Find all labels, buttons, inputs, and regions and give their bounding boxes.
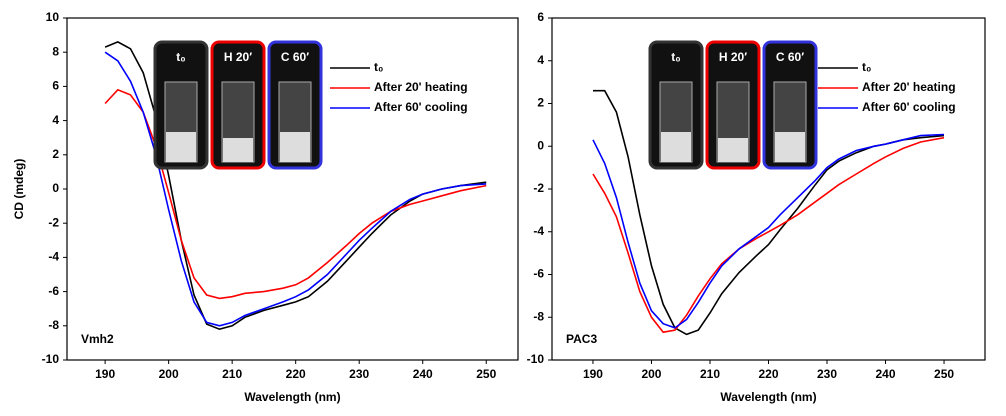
y-tick-label: -10 [527, 352, 545, 366]
vial-content [775, 132, 805, 162]
y-tick-label: 0 [537, 138, 544, 152]
vial-content [718, 138, 748, 162]
y-tick-label: -2 [533, 181, 544, 195]
inset-label: C 60′ [281, 50, 309, 64]
x-tick-label: 200 [641, 367, 661, 381]
x-tick-label: 190 [95, 367, 115, 381]
y-tick-label: 4 [52, 113, 59, 127]
y-tick-label: 2 [537, 96, 544, 110]
y-tick-label: -8 [533, 309, 544, 323]
y-axis-label: CD (mdeg) [12, 159, 26, 220]
inset-label: H 20′ [719, 50, 747, 64]
y-tick-label: 2 [52, 147, 59, 161]
y-tick-label: 10 [46, 10, 60, 24]
y-tick-label: 4 [537, 53, 544, 67]
data-line [592, 136, 945, 334]
y-tick-label: -2 [48, 215, 59, 229]
x-tick-label: 220 [758, 367, 778, 381]
vial-content [166, 132, 196, 162]
vial-content [661, 132, 691, 162]
y-tick-label: -10 [42, 352, 60, 366]
panel-label: PAC3 [566, 332, 597, 346]
y-tick-label: -8 [48, 318, 59, 332]
x-tick-label: 240 [876, 367, 896, 381]
legend-label: After 20' heating [862, 80, 956, 94]
y-tick-label: 6 [537, 10, 544, 24]
y-tick-label: 8 [52, 44, 59, 58]
inset-label: t₀ [176, 50, 185, 64]
x-tick-label: 190 [583, 367, 603, 381]
y-tick-label: -6 [533, 267, 544, 281]
vial-content [280, 132, 310, 162]
x-tick-label: 250 [934, 367, 954, 381]
inset-label: t₀ [671, 50, 680, 64]
x-tick-label: 230 [817, 367, 837, 381]
legend-label: t₀ [862, 60, 871, 74]
legend-label: After 20' heating [374, 80, 468, 94]
x-axis-label: Wavelength (nm) [720, 390, 816, 404]
y-tick-label: -4 [533, 224, 544, 238]
legend-label: t₀ [374, 60, 383, 74]
x-tick-label: 220 [286, 367, 306, 381]
x-tick-label: 200 [159, 367, 179, 381]
inset-label: C 60′ [776, 50, 804, 64]
x-tick-label: 250 [476, 367, 496, 381]
y-tick-label: 0 [52, 181, 59, 195]
legend-label: After 60' cooling [862, 100, 956, 114]
x-axis-label: Wavelength (nm) [244, 390, 340, 404]
x-tick-label: 210 [222, 367, 242, 381]
panel-label: Vmh2 [81, 332, 114, 346]
inset-label: H 20′ [224, 50, 252, 64]
x-tick-label: 210 [700, 367, 720, 381]
legend-label: After 60' cooling [374, 100, 468, 114]
data-line [592, 133, 945, 329]
y-tick-label: -4 [48, 250, 59, 264]
x-tick-label: 240 [413, 367, 433, 381]
y-tick-label: 6 [52, 79, 59, 93]
x-tick-label: 230 [349, 367, 369, 381]
y-tick-label: -6 [48, 284, 59, 298]
vial-content [223, 138, 253, 162]
